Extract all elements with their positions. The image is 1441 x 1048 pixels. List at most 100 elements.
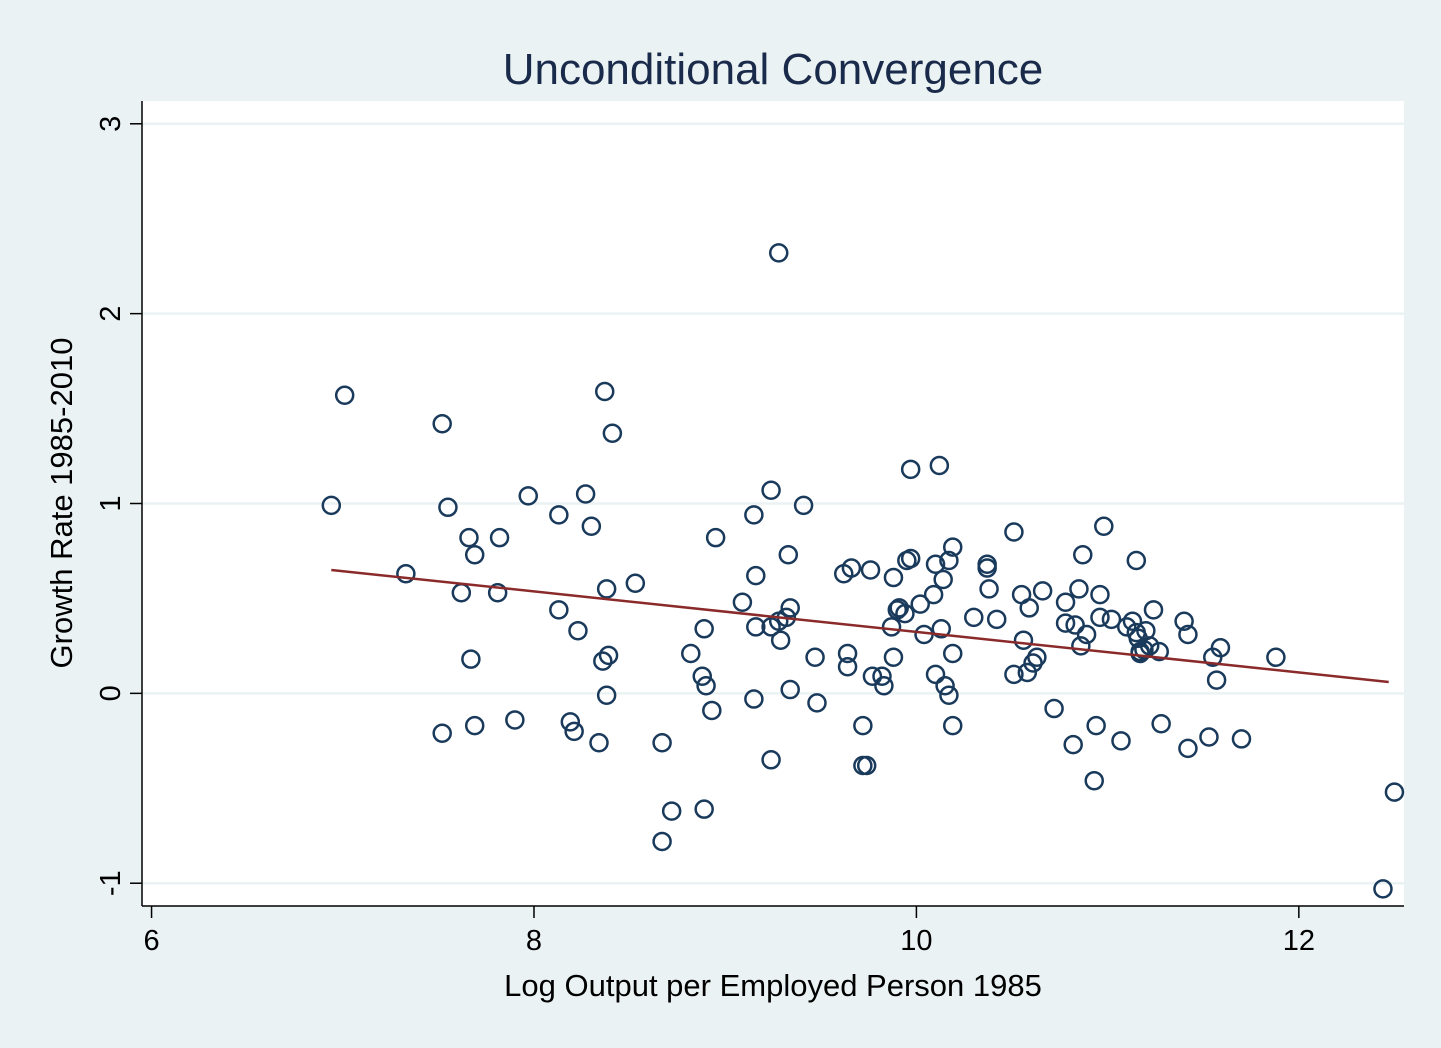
data-point-56: [805, 647, 825, 668]
data-point-68: [874, 676, 894, 696]
data-point-12: [487, 582, 508, 603]
data-point-113: [1073, 545, 1093, 565]
data-point-124: [1126, 550, 1147, 571]
data-point-16: [549, 600, 569, 620]
data-point-74: [895, 603, 915, 624]
data-point-59: [841, 558, 862, 578]
x-ticks: 6 8 10 12: [143, 906, 1315, 957]
data-point-43: [746, 617, 766, 637]
data-point-138: [1199, 727, 1219, 747]
data-point-121: [1111, 731, 1131, 751]
data-point-122: [1116, 617, 1137, 637]
data-point-115: [1084, 770, 1104, 791]
y-tick-label-0: -1: [95, 870, 127, 896]
data-point-0: [321, 495, 342, 516]
data-point-1: [334, 385, 355, 406]
data-point-64: [862, 666, 883, 687]
data-point-9: [461, 649, 481, 669]
data-point-123: [1122, 611, 1143, 631]
data-point-52: [780, 598, 800, 618]
data-point-24: [593, 651, 613, 671]
data-point-62: [853, 715, 873, 736]
data-point-111: [1069, 579, 1089, 599]
data-point-29: [625, 573, 646, 593]
data-point-51: [778, 545, 799, 565]
data-point-17: [560, 712, 581, 732]
data-point-33: [681, 643, 701, 664]
x-tick-label-1: 8: [526, 925, 542, 957]
data-point-27: [602, 423, 623, 444]
data-point-117: [1090, 584, 1110, 605]
scatter-points: [321, 243, 1405, 899]
data-point-67: [872, 666, 892, 687]
data-point-106: [1044, 698, 1064, 719]
data-point-112: [1071, 636, 1091, 656]
data-point-84: [925, 664, 946, 685]
data-point-31: [652, 831, 672, 852]
data-point-60: [837, 643, 858, 664]
data-point-81: [925, 554, 946, 575]
data-point-4: [438, 497, 458, 518]
data-point-98: [1004, 664, 1024, 685]
data-point-132: [1143, 600, 1164, 620]
y-tick-label-4: 3: [95, 116, 127, 132]
data-point-104: [1027, 647, 1047, 668]
data-point-136: [1178, 624, 1198, 645]
data-point-137: [1178, 738, 1198, 759]
data-point-140: [1206, 670, 1227, 690]
data-point-13: [505, 710, 525, 730]
data-point-134: [1151, 713, 1171, 734]
data-point-69: [883, 567, 904, 588]
data-point-36: [696, 676, 716, 696]
data-point-19: [568, 620, 588, 641]
data-point-88: [939, 550, 959, 571]
data-point-101: [1019, 598, 1039, 618]
data-point-25: [598, 645, 619, 666]
data-point-118: [1090, 607, 1110, 628]
data-point-119: [1094, 516, 1114, 537]
data-point-20: [575, 484, 596, 504]
data-point-143: [1266, 647, 1286, 668]
data-point-42: [746, 565, 766, 586]
data-point-22: [589, 732, 609, 753]
data-point-39: [705, 527, 726, 548]
data-point-77: [900, 459, 921, 480]
data-point-53: [780, 679, 800, 700]
data-point-145: [1384, 782, 1405, 802]
data-point-45: [761, 480, 781, 500]
data-point-85: [933, 569, 953, 590]
data-point-116: [1086, 715, 1106, 736]
x-axis-label: Log Output per Employed Person 1985: [504, 968, 1042, 1003]
data-point-21: [581, 516, 602, 537]
data-point-11: [489, 527, 510, 548]
data-point-89: [942, 537, 963, 557]
data-point-37: [694, 799, 714, 819]
x-tick-label-2: 10: [900, 925, 932, 957]
data-point-100: [1013, 630, 1034, 650]
data-point-10: [464, 715, 485, 736]
gridlines: [142, 122, 1404, 885]
data-point-14: [518, 486, 538, 506]
x-tick-label-0: 6: [143, 925, 159, 957]
data-point-110: [1065, 615, 1085, 635]
data-point-54: [761, 750, 781, 770]
data-point-109: [1063, 734, 1083, 755]
data-point-90: [942, 643, 963, 664]
data-point-105: [1032, 581, 1053, 601]
data-point-18: [564, 721, 584, 742]
data-point-8: [464, 545, 485, 565]
data-point-83: [931, 619, 952, 639]
data-point-34: [694, 619, 714, 639]
data-point-32: [661, 801, 682, 821]
data-point-142: [1231, 729, 1252, 749]
data-point-144: [1373, 879, 1393, 899]
data-point-91: [942, 715, 963, 736]
data-point-87: [939, 685, 959, 706]
x-tick-label-3: 12: [1283, 925, 1315, 957]
data-point-5: [432, 723, 452, 743]
data-point-61: [837, 657, 858, 677]
data-point-76: [900, 548, 921, 569]
data-point-40: [732, 592, 753, 612]
data-point-78: [910, 594, 930, 614]
